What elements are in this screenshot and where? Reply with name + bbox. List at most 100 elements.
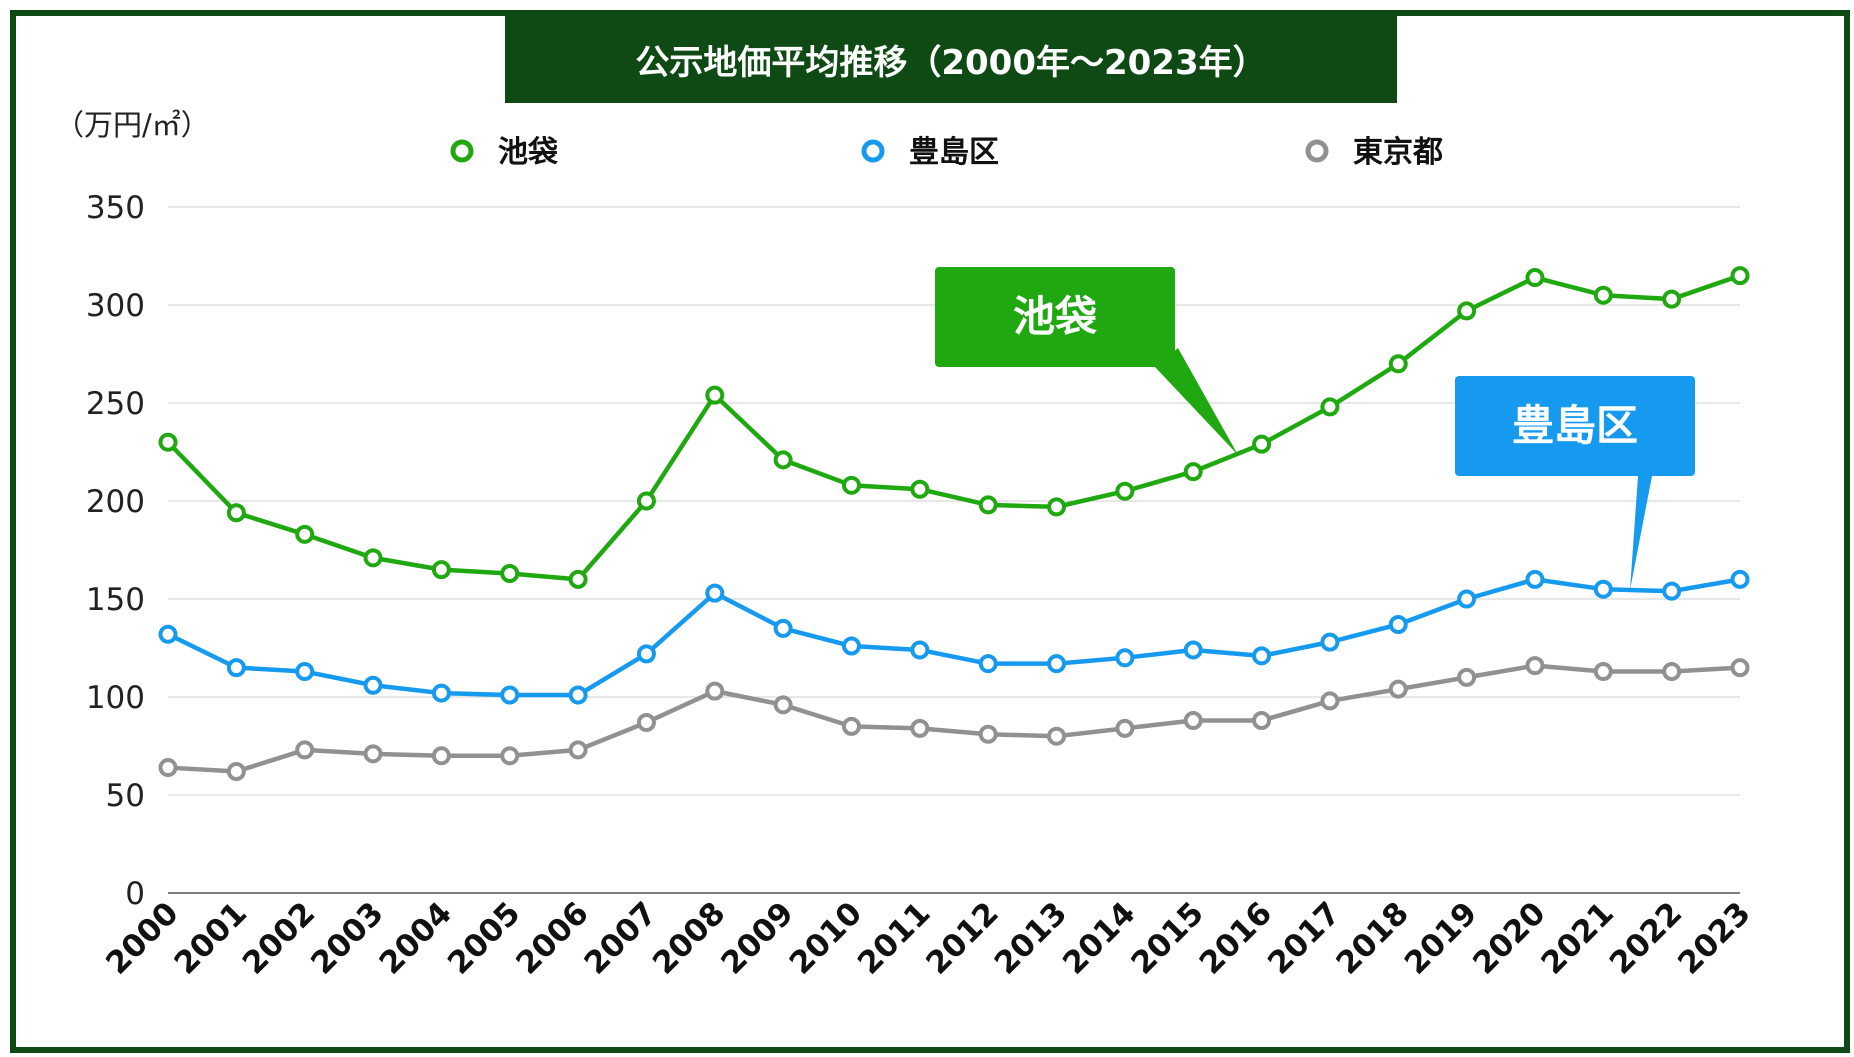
data-point [1115,718,1135,738]
x-tick-label: 2021 [1534,895,1620,981]
data-point [1320,691,1340,711]
y-unit-label: （万円/㎡） [55,108,210,142]
data-point [841,636,861,656]
data-point [1047,726,1067,746]
x-tick-label: 2016 [1193,895,1279,981]
y-tick-label: 200 [86,484,145,520]
data-point [1730,658,1750,678]
x-tick-labels: 2000200120022003200420052006200720082009… [99,895,1757,981]
x-tick-label: 2002 [236,895,322,981]
data-point [1730,569,1750,589]
data-point [978,654,998,674]
data-point [363,675,383,695]
callout: 池袋 [935,267,1238,455]
x-tick-label: 2017 [1261,895,1347,981]
data-point [636,491,656,511]
series-line [167,663,1741,774]
data-point [1662,289,1682,309]
data-point [1320,397,1340,417]
chart-title-text: 公示地価平均推移（2000年〜2023年） [635,42,1267,83]
data-point [1252,434,1272,454]
data-point [1525,656,1545,676]
data-point [295,524,315,544]
data-point [568,685,588,705]
y-tick-label: 250 [86,386,145,422]
series-豊島区 [158,569,1750,705]
gridlines [168,206,1740,894]
callout: 豊島区 [1455,376,1695,590]
x-tick-label: 2012 [919,895,1005,981]
data-point [773,450,793,470]
y-tick-label: 0 [125,876,145,912]
x-tick-label: 2005 [441,895,527,981]
callout-box [935,267,1175,367]
data-point [1525,569,1545,589]
legend-label: 東京都 [1353,135,1443,170]
data-point [1525,268,1545,288]
x-tick-label: 2014 [1056,895,1142,981]
data-point [1388,679,1408,699]
data-point [841,475,861,495]
x-tick-label: 2003 [304,895,390,981]
data-point [1252,646,1272,666]
x-tick-label: 2004 [373,895,459,981]
callout-label: 池袋 [1013,292,1097,341]
data-point [1047,497,1067,517]
data-point [1593,662,1613,682]
data-point [1183,711,1203,731]
data-point [910,640,930,660]
data-point [1388,614,1408,634]
legend-label: 池袋 [498,135,558,170]
callout-box [1455,376,1695,476]
data-point [500,564,520,584]
data-point [1388,354,1408,374]
data-point [1457,667,1477,687]
data-point [1593,579,1613,599]
data-point [636,712,656,732]
y-tick-labels: 0 50 100 150 200 250 300 350 [86,190,145,912]
data-point [773,618,793,638]
data-point [568,569,588,589]
legend-item: 池袋 [450,135,558,170]
chart-frame [10,10,1850,1053]
x-tick-label: 2007 [578,895,664,981]
data-point [1320,632,1340,652]
x-tick-label: 2023 [1671,895,1757,981]
x-tick-label: 2013 [988,895,1074,981]
y-tick-label: 350 [86,190,145,226]
x-tick-label: 2020 [1466,895,1552,981]
legend-item: 豊島区 [861,135,999,170]
data-point [1457,301,1477,321]
data-point [158,758,178,778]
series-line [166,273,1741,582]
series-池袋 [158,266,1750,589]
data-point [363,548,383,568]
data-point [1730,266,1750,286]
data-point [841,716,861,736]
data-point [978,724,998,744]
data-point [226,503,246,523]
y-tick-label: 300 [86,288,145,324]
data-point [636,644,656,664]
legend-marker [861,139,885,163]
data-point [1662,662,1682,682]
x-tick-label: 2008 [646,895,732,981]
callout-pointer [1155,348,1238,455]
x-tick-label: 2022 [1603,895,1689,981]
x-tick-label: 2015 [1124,895,1210,981]
data-point [773,695,793,715]
data-point [1457,589,1477,609]
callout-pointer [1630,476,1652,590]
data-point [1115,481,1135,501]
legend-marker [450,139,474,163]
data-point [226,761,246,781]
x-tick-label: 2001 [168,895,254,981]
data-point [910,718,930,738]
y-tick-label: 100 [86,680,145,716]
data-point [705,681,725,701]
data-point [1593,285,1613,305]
data-point [568,740,588,760]
data-point [1183,640,1203,660]
legend-item: 東京都 [1305,135,1443,170]
data-point [431,683,451,703]
